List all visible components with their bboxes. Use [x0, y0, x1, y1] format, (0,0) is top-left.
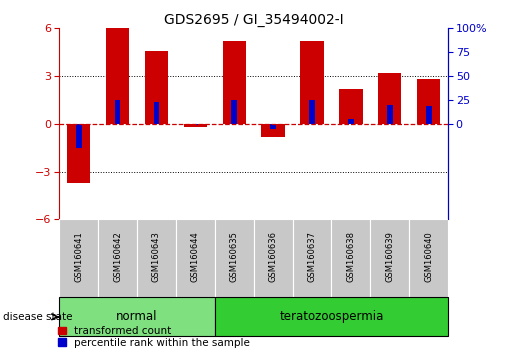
Bar — [370, 219, 409, 297]
Bar — [253, 219, 293, 297]
Text: GSM160644: GSM160644 — [191, 232, 200, 282]
Bar — [137, 219, 176, 297]
Bar — [300, 41, 323, 124]
Text: GSM160640: GSM160640 — [424, 232, 433, 282]
Text: GSM160642: GSM160642 — [113, 232, 122, 282]
Text: GSM160638: GSM160638 — [347, 232, 355, 282]
Bar — [339, 89, 363, 124]
Bar — [184, 124, 207, 127]
Bar — [378, 73, 401, 124]
Bar — [262, 124, 285, 137]
Bar — [106, 28, 129, 124]
Bar — [76, 124, 81, 148]
Text: normal: normal — [116, 310, 158, 323]
Text: GSM160635: GSM160635 — [230, 232, 238, 282]
Bar — [426, 106, 432, 124]
Bar — [417, 79, 440, 124]
Legend: transformed count, percentile rank within the sample: transformed count, percentile rank withi… — [57, 325, 251, 349]
Text: GSM160637: GSM160637 — [307, 232, 316, 282]
Title: GDS2695 / GI_35494002-I: GDS2695 / GI_35494002-I — [164, 13, 344, 27]
Text: GSM160636: GSM160636 — [269, 232, 278, 282]
Bar — [293, 219, 332, 297]
Bar — [409, 219, 448, 297]
Bar — [270, 124, 276, 129]
Bar — [231, 100, 237, 124]
Bar — [348, 119, 354, 124]
Bar — [387, 105, 392, 124]
Bar — [215, 297, 448, 336]
Bar — [67, 124, 90, 183]
Bar — [215, 219, 253, 297]
Bar — [309, 100, 315, 124]
Bar — [59, 219, 98, 297]
Bar — [59, 297, 215, 336]
Bar — [98, 219, 137, 297]
Bar — [193, 124, 198, 125]
Text: GSM160641: GSM160641 — [74, 232, 83, 282]
Text: GSM160643: GSM160643 — [152, 232, 161, 282]
Bar — [222, 41, 246, 124]
Bar — [115, 100, 121, 124]
Bar — [153, 102, 159, 124]
Bar — [332, 219, 370, 297]
Bar — [176, 219, 215, 297]
Text: GSM160639: GSM160639 — [385, 232, 394, 282]
Text: teratozoospermia: teratozoospermia — [279, 310, 384, 323]
Bar — [145, 51, 168, 124]
Text: disease state: disease state — [3, 312, 72, 322]
